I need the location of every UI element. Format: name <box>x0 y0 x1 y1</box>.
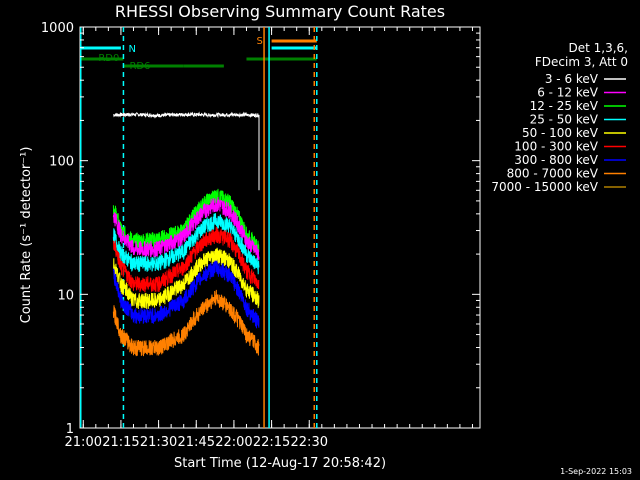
chart-title: RHESSI Observing Summary Count Rates <box>115 2 445 21</box>
legend-label: 100 - 300 keV <box>514 140 598 154</box>
series-line <box>112 226 260 293</box>
series-line <box>112 247 260 310</box>
series-line <box>112 289 260 357</box>
flag-label: S <box>257 36 263 47</box>
series-line <box>112 213 260 275</box>
legend-label: 300 - 800 keV <box>514 153 598 167</box>
flag-label: N <box>128 44 135 55</box>
x-tick-label: 21:30 <box>140 435 177 450</box>
y-axis: 1 10 100 1000 <box>41 21 480 437</box>
plot-frame <box>79 26 481 429</box>
x-tick-label: 22:30 <box>291 435 328 450</box>
x-tick-label: 21:45 <box>178 435 215 450</box>
legend-label: 3 - 6 keV <box>545 72 599 86</box>
x-tick-label: 22:15 <box>253 435 290 450</box>
legend-label: 25 - 50 keV <box>530 113 599 127</box>
legend-label: 800 - 7000 keV <box>507 167 599 181</box>
y-tick-label: 1 <box>66 422 74 437</box>
plot-area <box>79 26 481 429</box>
legend-label: 50 - 100 keV <box>522 126 599 140</box>
legend-label: 7000 - 15000 keV <box>491 180 598 194</box>
y-tick-label: 1000 <box>41 21 74 36</box>
series-line <box>112 260 260 329</box>
series-line <box>112 197 260 261</box>
legend-header-line-2: FDecim 3, Att 0 <box>535 55 628 69</box>
legend-label: 12 - 25 keV <box>530 99 599 113</box>
legend-header-line-1: Det 1,3,6, <box>569 41 629 55</box>
legend-label: 6 - 12 keV <box>537 86 599 100</box>
series-line <box>113 111 260 191</box>
flag-label: RD6 <box>129 61 150 72</box>
x-axis: 21:00 21:15 21:30 21:45 22:00 22:15 22:30 <box>65 27 473 450</box>
x-tick-label: 21:15 <box>102 435 139 450</box>
x-tick-label: 22:00 <box>215 435 252 450</box>
y-tick-label: 100 <box>49 155 74 170</box>
y-tick-label: 10 <box>57 288 74 303</box>
footer-date: 1-Sep-2022 15:03 <box>560 467 632 476</box>
x-axis-label: Start Time (12-Aug-17 20:58:42) <box>174 456 386 471</box>
x-tick-label: 21:00 <box>65 435 102 450</box>
flag-bars: N RD0 RD6 S <box>80 36 317 72</box>
y-axis-label: Count Rate (s⁻¹ detector⁻¹) <box>19 147 34 324</box>
series-line <box>112 188 260 255</box>
flag-label: RD0 <box>98 53 119 64</box>
series-group <box>112 111 260 357</box>
